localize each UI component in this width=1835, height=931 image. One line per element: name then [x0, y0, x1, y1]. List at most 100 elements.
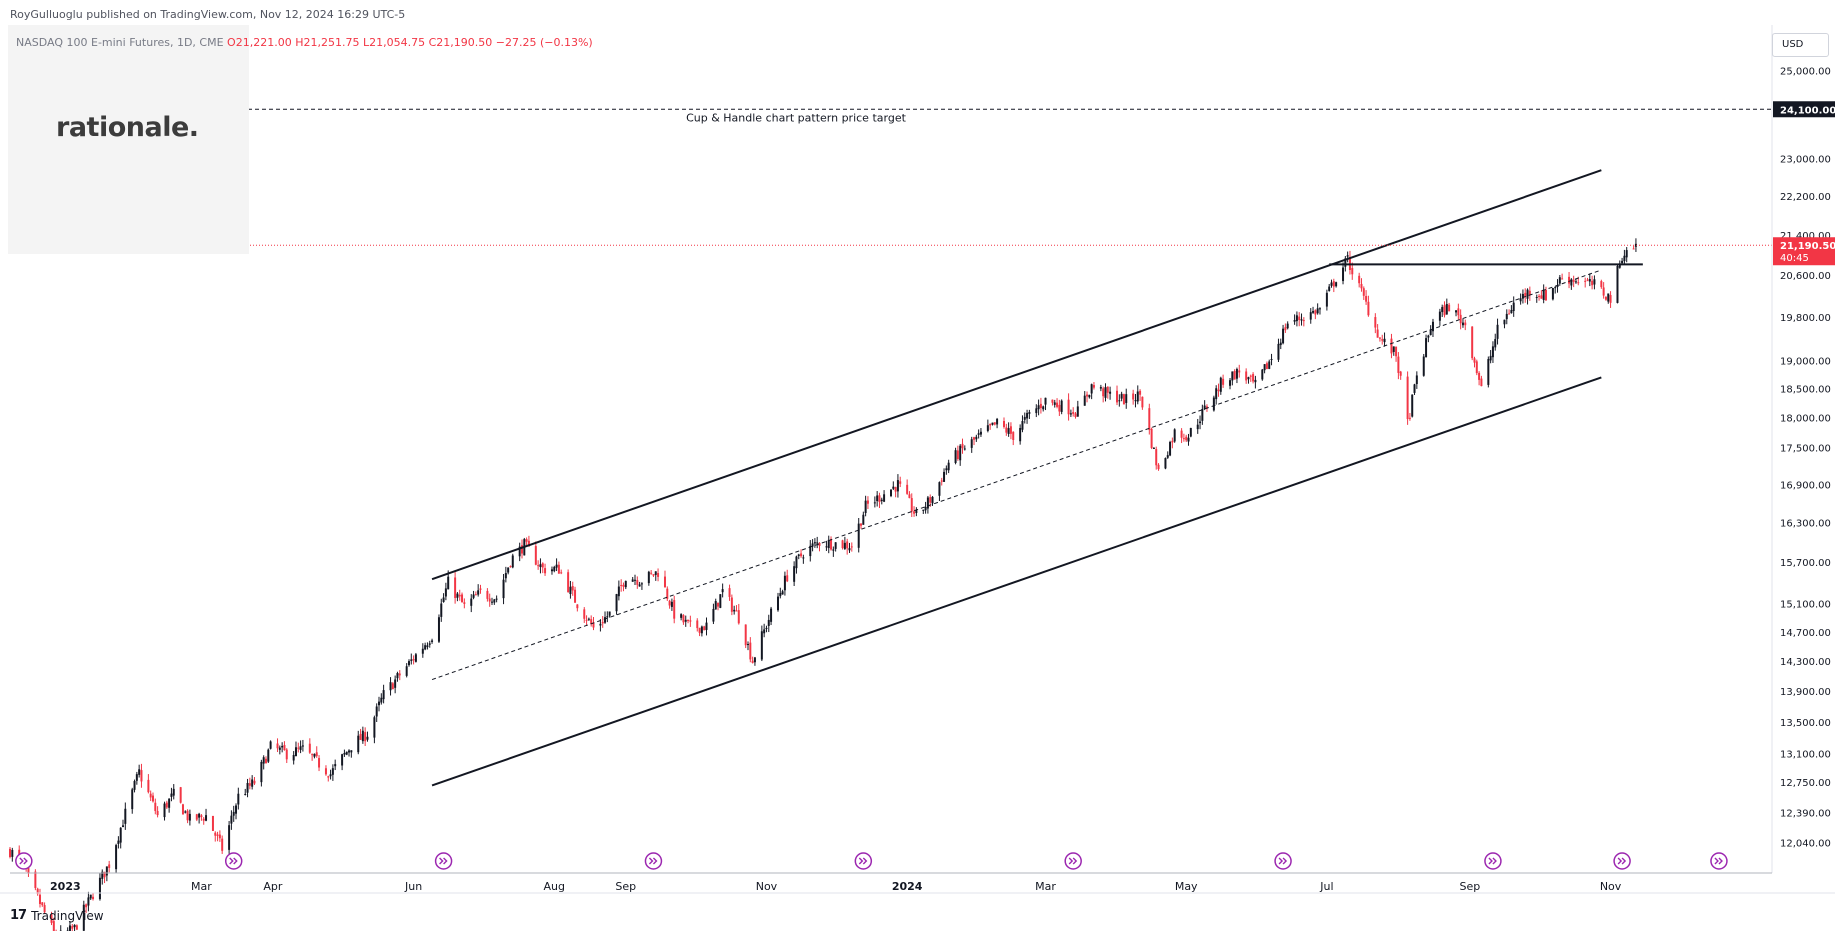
- candle: [50, 911, 53, 926]
- economic-event-icon[interactable]: [1613, 852, 1631, 870]
- price-tick-label: 15,100.00: [1780, 599, 1831, 610]
- candle-body: [1397, 356, 1400, 373]
- candle: [149, 790, 152, 801]
- candle-body: [1076, 406, 1079, 417]
- candle-body: [41, 902, 44, 906]
- economic-event-icon[interactable]: [1064, 852, 1082, 870]
- candle: [737, 603, 740, 625]
- price-target-badge-bg: [1773, 101, 1835, 118]
- candle-body: [1044, 397, 1047, 405]
- candle-body: [89, 894, 92, 899]
- candle-body: [1203, 405, 1206, 410]
- candle-body: [1574, 281, 1577, 283]
- candle-body: [571, 586, 574, 591]
- candle: [103, 871, 106, 884]
- candle: [331, 764, 334, 781]
- candle: [1588, 273, 1591, 287]
- time-axis[interactable]: 2023 Mar Apr Jun Aug Sep Nov 2024 Mar May Jul Sep No…: [0, 852, 1835, 894]
- price-tick-label: 20,600.00: [1780, 271, 1831, 282]
- candle: [1429, 325, 1432, 336]
- economic-event-icon[interactable]: [15, 852, 33, 870]
- candle-body: [567, 572, 570, 593]
- symbol-name[interactable]: NASDAQ 100 E-mini Futures, 1D, CME: [16, 36, 224, 49]
- candle-body: [472, 594, 475, 598]
- candle-body: [1427, 335, 1430, 338]
- candle-body: [1298, 316, 1301, 320]
- candle: [198, 812, 201, 824]
- candle: [977, 429, 980, 439]
- economic-event-icon[interactable]: [434, 852, 453, 870]
- candle: [1155, 446, 1158, 470]
- candle-body: [414, 654, 417, 662]
- candle: [1586, 277, 1589, 282]
- candle: [1494, 333, 1497, 351]
- event-icon-ring: [1710, 852, 1728, 870]
- economic-event-icon[interactable]: [1710, 852, 1728, 870]
- candle-body: [1148, 408, 1151, 431]
- candle: [1185, 434, 1188, 443]
- economic-event-icon[interactable]: [854, 852, 873, 870]
- candle-body: [1616, 266, 1619, 303]
- candle-body: [1360, 283, 1363, 289]
- candle-body: [680, 614, 683, 618]
- candle: [760, 625, 763, 662]
- candle-body: [407, 661, 410, 666]
- candle: [502, 574, 505, 605]
- candle: [172, 784, 175, 800]
- candle-body: [1235, 369, 1238, 379]
- candle-body: [122, 825, 125, 828]
- candle: [1235, 367, 1238, 384]
- candle-body: [638, 584, 641, 587]
- candle-body: [181, 804, 184, 815]
- candle: [1058, 399, 1061, 416]
- candle: [1392, 346, 1395, 356]
- economic-event-icon[interactable]: [644, 852, 663, 870]
- candle: [71, 923, 74, 931]
- candle-body: [866, 500, 869, 504]
- candle: [163, 801, 166, 821]
- candle: [1461, 318, 1464, 328]
- candle-body: [1538, 295, 1541, 297]
- candle: [38, 888, 41, 908]
- tradingview-brand[interactable]: 𝟭𝟳 TradingView: [10, 908, 104, 923]
- price-scale[interactable]: 25,000.00 23,000.00 22,200.00 21,400.00 20,6…: [1771, 25, 1835, 873]
- candle: [1037, 399, 1040, 416]
- candle: [1247, 376, 1250, 384]
- candle-body: [361, 730, 364, 742]
- candle: [168, 798, 171, 813]
- candle-body: [140, 770, 143, 782]
- candle: [454, 572, 457, 604]
- candle-body: [103, 871, 106, 878]
- candle-body: [996, 418, 999, 425]
- candle-body: [666, 588, 669, 599]
- candle-body: [1109, 391, 1112, 394]
- candle: [1542, 284, 1545, 304]
- candle: [1051, 399, 1054, 406]
- economic-event-icon[interactable]: [1274, 852, 1292, 870]
- price-target-badge[interactable]: 24,100.00: [1773, 101, 1835, 118]
- candle: [520, 539, 523, 559]
- economic-event-icon[interactable]: [1484, 852, 1502, 870]
- economic-event-icon[interactable]: [224, 852, 243, 870]
- candle-body: [1231, 371, 1234, 381]
- candle-body: [421, 648, 424, 654]
- candle: [211, 815, 214, 832]
- candle: [1263, 364, 1266, 374]
- candle: [622, 582, 625, 592]
- candle-body: [802, 557, 805, 559]
- candle: [1358, 272, 1361, 288]
- candle: [1284, 323, 1287, 333]
- candle-body: [324, 768, 327, 775]
- currency-selector[interactable]: USD: [1772, 33, 1829, 57]
- candle-body: [1169, 442, 1172, 456]
- candle: [1475, 359, 1478, 376]
- candle: [986, 419, 989, 433]
- candle: [663, 570, 666, 588]
- candle: [504, 566, 507, 583]
- candle-body: [846, 541, 849, 549]
- candle: [1399, 370, 1402, 380]
- candle-body: [98, 877, 101, 900]
- candle: [1021, 415, 1024, 433]
